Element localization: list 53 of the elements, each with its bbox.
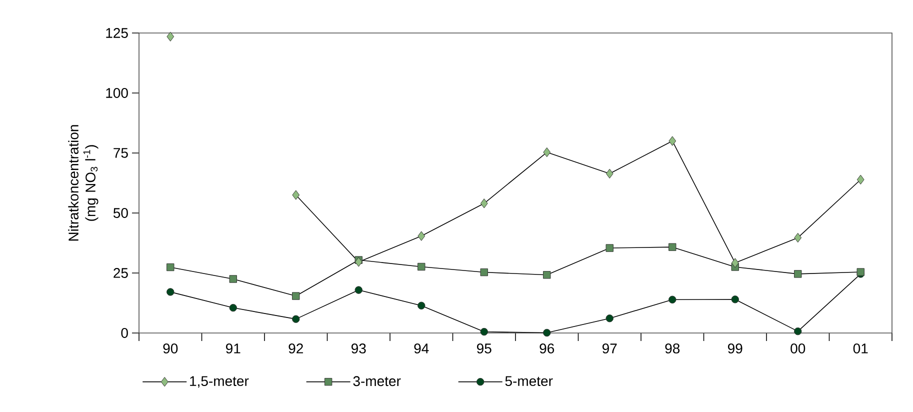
legend-label: 5-meter [505, 376, 553, 386]
point [354, 257, 362, 267]
x-tick-label: 97 [602, 344, 617, 354]
x-tick-label: 99 [728, 344, 742, 354]
y-tick-label: 0 [121, 328, 128, 338]
point [606, 168, 614, 178]
point [794, 270, 802, 278]
y-tick-label: 125 [106, 28, 128, 38]
x-tick-label: 01 [853, 344, 868, 354]
point [166, 288, 174, 296]
x-tick-label: 94 [414, 344, 429, 354]
point [418, 262, 426, 271]
point [418, 302, 426, 310]
point [606, 244, 614, 252]
x-tick-label: 92 [288, 344, 303, 354]
point [543, 328, 551, 337]
x-tick-label: 96 [540, 344, 554, 354]
point [418, 231, 426, 241]
x-tick-label: 95 [477, 344, 492, 354]
point [794, 327, 802, 336]
point [543, 271, 551, 279]
point [731, 296, 739, 304]
point [229, 275, 237, 283]
point [229, 304, 237, 312]
point [354, 286, 362, 294]
y-axis-title: Nitratkoncentration (mg NO$_{3}$ l$^{-1}$) [68, 125, 98, 241]
point [292, 292, 300, 300]
point [856, 174, 864, 184]
x-tick-label: 00 [790, 344, 806, 354]
point [731, 258, 739, 268]
point [480, 198, 488, 208]
y-tick-label: 25 [114, 268, 128, 278]
point [292, 190, 300, 200]
y-tick-label: 75 [114, 148, 128, 158]
y-tick-label: 100 [106, 88, 128, 98]
point [668, 136, 676, 146]
legend-label: 3-meter [353, 376, 401, 386]
point [668, 243, 676, 251]
point [606, 314, 614, 322]
x-tick-label: 90 [163, 344, 178, 354]
x-tick-label: 91 [226, 344, 240, 354]
point [668, 296, 676, 304]
legend-label: 1,5-meter [190, 376, 249, 388]
y-tick-label: 50 [113, 208, 128, 218]
point [166, 32, 174, 42]
point [794, 232, 802, 243]
point [166, 263, 174, 272]
point [543, 147, 551, 158]
x-tick-label: 93 [352, 344, 366, 354]
point [480, 268, 488, 276]
x-tick-label: 98 [665, 344, 680, 354]
point [480, 328, 488, 336]
point [292, 315, 300, 323]
